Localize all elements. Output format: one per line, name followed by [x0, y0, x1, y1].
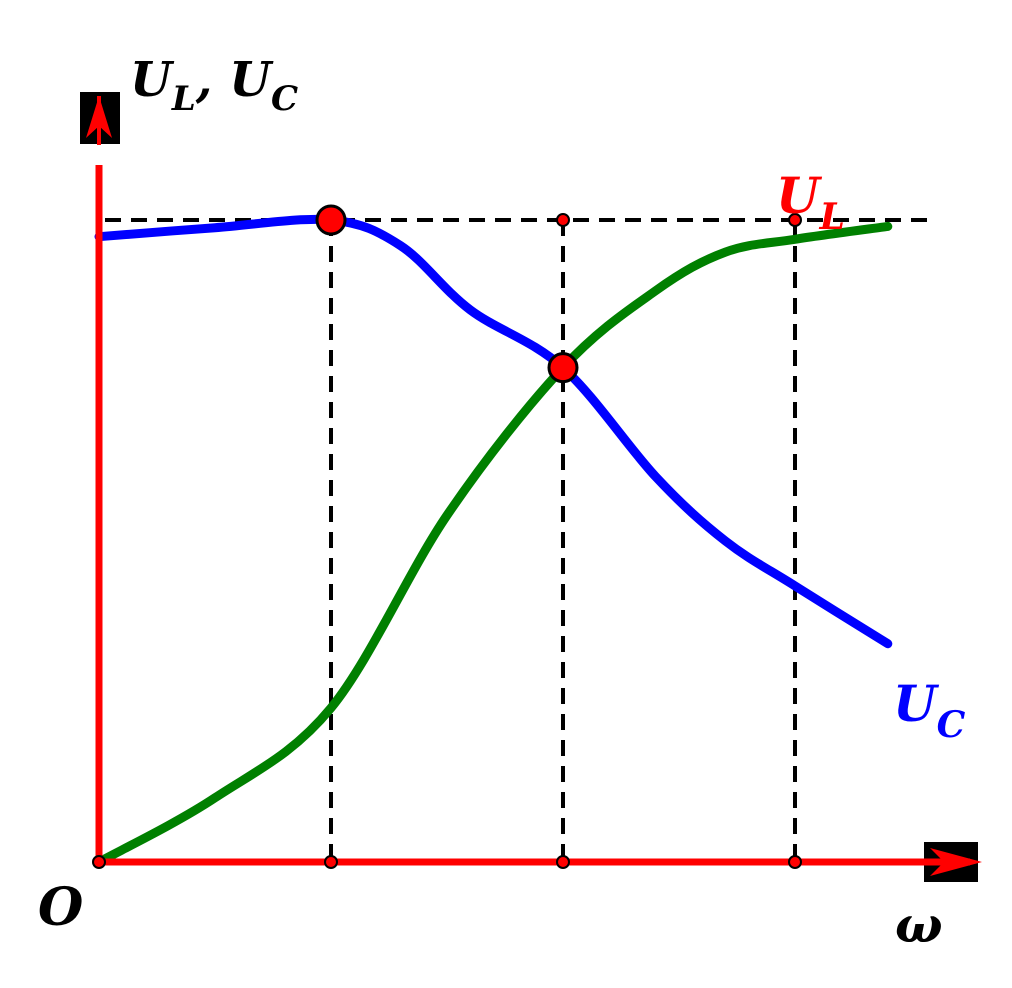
y-axis-label: UL, UC	[130, 52, 298, 119]
series-uc-line	[94, 214, 893, 649]
x-axis-arrow-icon	[930, 848, 982, 876]
origin-point	[92, 855, 106, 869]
series-ul-label: UL	[776, 166, 845, 238]
ref-line-point-2	[556, 213, 570, 227]
uc-max-point	[315, 204, 347, 236]
x-axis-label: ω	[895, 895, 943, 954]
y-axis-arrow-icon	[86, 96, 112, 138]
origin-label: O	[38, 877, 83, 938]
intersection-point	[547, 352, 579, 384]
x-tick-point-3	[788, 855, 802, 869]
x-tick-point-1	[324, 855, 338, 869]
series-ul-line	[94, 221, 893, 867]
series-uc-label: UC	[893, 674, 966, 746]
x-tick-point-2	[556, 855, 570, 869]
ref-line-point-3	[788, 213, 802, 227]
